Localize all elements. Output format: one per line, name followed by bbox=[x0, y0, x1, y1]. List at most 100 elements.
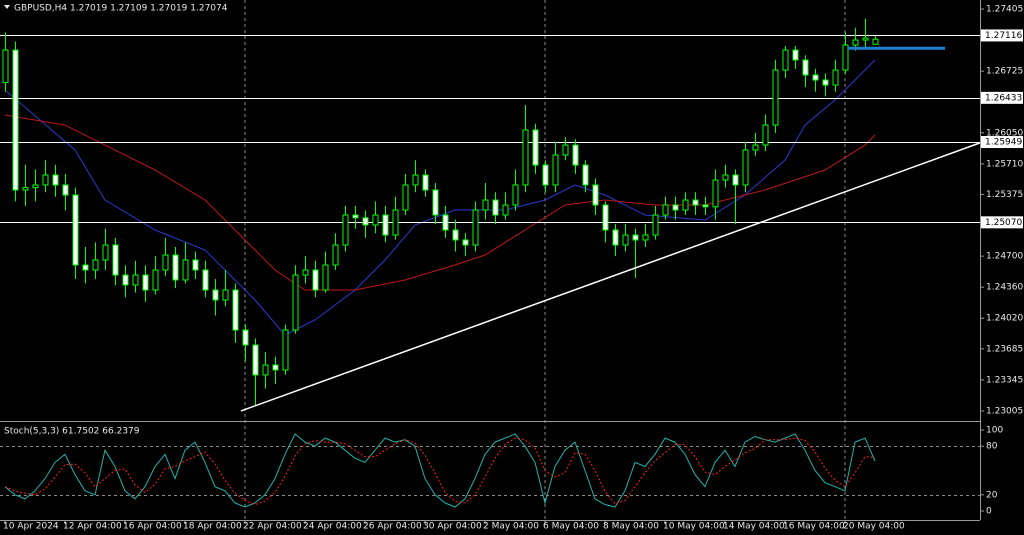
x-tick-label: 24 Apr 04:00 bbox=[303, 522, 362, 532]
candle-body bbox=[162, 254, 169, 271]
candle-body bbox=[192, 259, 199, 271]
candle-body bbox=[202, 269, 209, 291]
candle-body bbox=[242, 329, 249, 346]
candle-body bbox=[292, 274, 299, 331]
chart-title: GBPUSD,H4 1.27019 1.27109 1.27019 1.2707… bbox=[14, 4, 228, 14]
candle-body bbox=[262, 364, 269, 376]
trendline bbox=[240, 142, 981, 412]
y-tick-label: 1.24700 bbox=[986, 252, 1023, 262]
candle-body bbox=[72, 194, 79, 266]
candle-body bbox=[802, 59, 809, 76]
candle-body bbox=[52, 174, 59, 186]
candle-body bbox=[862, 37, 869, 41]
x-tick-label: 16 Apr 04:00 bbox=[123, 522, 182, 532]
candle-body bbox=[692, 199, 699, 206]
x-tick-label: 22 Apr 04:00 bbox=[243, 522, 302, 532]
candle-body bbox=[272, 364, 279, 371]
x-tick-label: 8 May 04:00 bbox=[603, 522, 659, 532]
candle-body bbox=[452, 229, 459, 241]
candle-body bbox=[542, 164, 549, 186]
x-tick-label: 20 May 04:00 bbox=[843, 522, 905, 532]
y-tick-label: 1.25710 bbox=[986, 159, 1023, 169]
candle-body bbox=[282, 329, 289, 371]
candle-body bbox=[682, 199, 689, 211]
y-tick-label: 1.23345 bbox=[986, 375, 1023, 385]
candle-body bbox=[812, 74, 819, 81]
candle-body bbox=[12, 49, 19, 191]
candle-body bbox=[772, 69, 779, 126]
level-label: 1.26433 bbox=[985, 93, 1022, 103]
candle-body bbox=[672, 204, 679, 211]
candle-body bbox=[302, 269, 309, 276]
axes: 10 Apr 2024 12 Apr 04:00 16 Apr 04:00 18 Ap… bbox=[3, 5, 1023, 532]
candle-body bbox=[422, 174, 429, 191]
y-tick-label: 1.26725 bbox=[986, 67, 1023, 77]
level-label: 1.25070 bbox=[985, 218, 1022, 228]
candle-body bbox=[252, 344, 259, 376]
candle-body bbox=[562, 144, 569, 156]
candle-body bbox=[752, 144, 759, 151]
candle-body bbox=[732, 174, 739, 186]
candle-body bbox=[652, 214, 659, 236]
x-tick-label: 10 May 04:00 bbox=[663, 522, 725, 532]
candle-body bbox=[622, 234, 629, 246]
y-tick-label: 1.27405 bbox=[986, 5, 1023, 15]
x-tick-label: 6 May 04:00 bbox=[543, 522, 599, 532]
x-tick-label: 16 May 04:00 bbox=[783, 522, 845, 532]
symbol-menu-icon bbox=[4, 5, 10, 9]
indicator-title: Stoch(5,3,3) 61.7502 66.2379 bbox=[4, 427, 140, 437]
x-tick-label: 30 Apr 04:00 bbox=[423, 522, 482, 532]
candle-body bbox=[182, 259, 189, 281]
candle-body bbox=[532, 129, 539, 166]
stochastic-line bbox=[4, 433, 876, 508]
candle-body bbox=[492, 199, 499, 216]
candle-body bbox=[332, 244, 339, 266]
x-tick-label: 10 Apr 2024 bbox=[3, 522, 59, 532]
y-tick-label: 1.24020 bbox=[986, 314, 1023, 324]
y-tick-label: 1.26050 bbox=[986, 128, 1023, 138]
candle-body bbox=[92, 259, 99, 271]
candle-body bbox=[702, 204, 709, 208]
candle-body bbox=[722, 174, 729, 181]
x-tick-label: 18 Apr 04:00 bbox=[183, 522, 242, 532]
candle-body bbox=[32, 184, 39, 189]
candle-body bbox=[482, 199, 489, 211]
level-label-box bbox=[981, 136, 1023, 149]
grid bbox=[0, 0, 980, 520]
candle-body bbox=[632, 234, 639, 241]
candle-body bbox=[42, 174, 49, 186]
candle-body bbox=[322, 264, 329, 291]
candle-body bbox=[642, 234, 649, 241]
y-tick-label: 1.23685 bbox=[986, 344, 1023, 354]
candle-body bbox=[142, 274, 149, 291]
candle-body bbox=[112, 244, 119, 276]
y-tick-label: 1.24360 bbox=[986, 283, 1023, 293]
candle-body bbox=[132, 274, 139, 286]
candle-body bbox=[842, 44, 849, 71]
candle-body bbox=[442, 214, 449, 231]
candle-body bbox=[462, 239, 469, 246]
y-tick-label: 1.25375 bbox=[986, 190, 1023, 200]
x-tick-label: 12 Apr 04:00 bbox=[63, 522, 122, 532]
candle-body bbox=[402, 184, 409, 211]
candle-body bbox=[222, 289, 229, 301]
candle-body bbox=[832, 69, 839, 86]
candle-body bbox=[22, 187, 29, 191]
candle-body bbox=[342, 214, 349, 246]
candle-body bbox=[852, 39, 859, 46]
candle-body bbox=[552, 154, 559, 186]
candle-body bbox=[172, 254, 179, 281]
candle-body bbox=[582, 164, 589, 186]
candle-body bbox=[62, 184, 69, 196]
candle-body bbox=[522, 129, 529, 186]
candle-body bbox=[762, 124, 769, 146]
level-label-box bbox=[981, 29, 1023, 42]
candle-body bbox=[592, 184, 599, 206]
candle-body bbox=[412, 174, 419, 186]
candle-body bbox=[602, 204, 609, 231]
candle-body bbox=[352, 214, 359, 219]
candle-body bbox=[152, 269, 159, 291]
candle-body bbox=[612, 229, 619, 246]
candle-body bbox=[82, 264, 89, 271]
